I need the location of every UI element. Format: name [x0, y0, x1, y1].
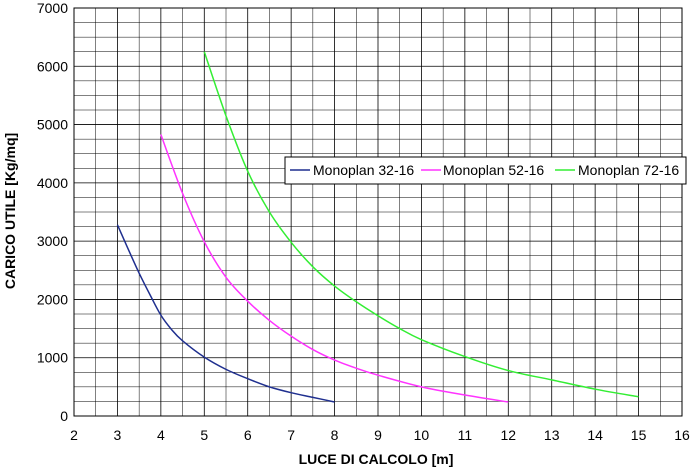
y-tick-label: 3000: [37, 233, 68, 249]
series-line-monoplan-52-16: [160, 134, 509, 403]
x-tick-label: 6: [244, 427, 252, 443]
y-tick-label: 2000: [37, 291, 68, 307]
x-tick-label: 3: [114, 427, 122, 443]
legend-item-monoplan-72-16: Monoplan 72-16: [555, 162, 679, 178]
y-tick-label: 7000: [37, 0, 68, 16]
legend-label-monoplan-72-16: Monoplan 72-16: [578, 162, 679, 178]
series-line-monoplan-72-16: [203, 51, 639, 398]
axes: [73, 7, 683, 417]
y-tick-label: 5000: [37, 117, 68, 133]
legend-label-monoplan-52-16: Monoplan 52-16: [443, 162, 544, 178]
y-tick-label: 6000: [37, 58, 68, 74]
x-tick-label: 12: [500, 427, 516, 443]
series-lines: [116, 51, 639, 403]
y-tick-label: 0: [60, 408, 68, 424]
y-axis-title: CARICO UTILE [Kg/mq]: [2, 133, 18, 289]
x-tick-label: 9: [374, 427, 382, 443]
legend-label-monoplan-32-16: Monoplan 32-16: [313, 162, 414, 178]
legend-box: [284, 156, 687, 185]
x-tick-label: 5: [200, 427, 208, 443]
x-tick-label: 10: [414, 427, 430, 443]
legend-item-monoplan-52-16: Monoplan 52-16: [421, 162, 544, 178]
x-tick-label: 15: [631, 427, 647, 443]
x-tick-label: 14: [587, 427, 603, 443]
x-tick-label: 7: [287, 427, 295, 443]
x-tick-label: 8: [331, 427, 339, 443]
x-tick-label: 16: [674, 427, 690, 443]
plot-frame: [73, 7, 683, 417]
x-tick-label: 11: [458, 427, 473, 443]
x-tick-label: 13: [544, 427, 560, 443]
grid: [73, 7, 683, 417]
x-axis-title: LUCE DI CALCOLO [m]: [299, 451, 454, 467]
tick-labels: 2 3 4 5 6 7 8 9 10 11 12 13 14 15 16 0 1000 2000 3000 4000 5…: [37, 0, 690, 443]
y-tick-label: 4000: [37, 175, 68, 191]
x-tick-label: 2: [70, 427, 78, 443]
series-line-monoplan-32-16: [116, 224, 335, 403]
legend-item-monoplan-32-16: Monoplan 32-16: [290, 162, 414, 178]
x-tick-label: 4: [157, 427, 165, 443]
legend: Monoplan 32-16 Monoplan 52-16 Monoplan 7…: [284, 156, 687, 185]
y-tick-label: 1000: [37, 350, 68, 366]
